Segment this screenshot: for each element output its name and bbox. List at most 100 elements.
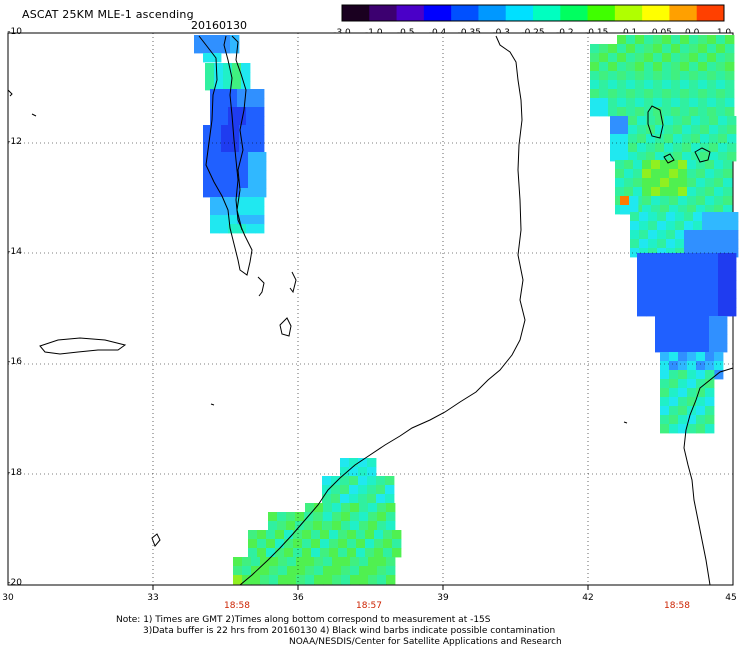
wind-cell: [268, 512, 278, 522]
wind-cell: [347, 548, 357, 558]
wind-cell: [313, 521, 323, 531]
wind-cell: [675, 230, 685, 240]
wind-cell: [669, 196, 679, 206]
wind-cell: [682, 125, 692, 135]
wind-cell: [709, 289, 719, 299]
wind-cell: [626, 53, 636, 63]
wind-cell: [599, 98, 609, 108]
wind-cell: [624, 187, 634, 197]
wind-cell: [350, 512, 360, 522]
wind-cell: [365, 548, 375, 558]
wind-cell: [729, 212, 739, 222]
wind-cell: [203, 179, 213, 189]
wind-cell: [705, 397, 715, 407]
wind-cell: [655, 134, 665, 144]
wind-cell: [269, 575, 279, 585]
wind-cell: [323, 566, 333, 576]
colorbar-segment: [342, 5, 370, 21]
pass-time-label: 18:58: [224, 601, 250, 611]
wind-cell: [341, 503, 351, 513]
colorbar-segment: [423, 5, 452, 21]
wind-cell: [698, 35, 708, 45]
wind-cell: [248, 539, 258, 549]
wind-cell: [718, 289, 728, 299]
wind-cell: [705, 205, 715, 215]
wind-cell: [642, 196, 652, 206]
wind-cell: [377, 575, 387, 585]
wind-cell: [341, 575, 351, 585]
wind-cell: [664, 334, 674, 344]
wind-cell: [725, 80, 735, 90]
wind-cell: [365, 539, 375, 549]
wind-cell: [646, 125, 656, 135]
wind-cell: [655, 125, 665, 135]
wind-cell: [705, 160, 715, 170]
wind-cell: [691, 134, 701, 144]
wind-cell: [320, 530, 330, 540]
wind-cell: [682, 325, 692, 335]
wind-cell: [340, 458, 350, 468]
wind-cell: [664, 271, 674, 281]
wind-cell: [590, 71, 600, 81]
wind-cell: [725, 98, 735, 108]
wind-cell: [284, 530, 294, 540]
wind-cell: [239, 179, 249, 189]
wind-cell: [212, 134, 222, 144]
wind-cell: [664, 343, 674, 353]
wind-cell: [266, 539, 276, 549]
wind-cell: [277, 512, 287, 522]
wind-cell: [644, 53, 654, 63]
wind-cell: [260, 566, 270, 576]
wind-cell: [287, 575, 297, 585]
small-lake-7: [210, 403, 215, 406]
wind-cell: [696, 196, 706, 206]
wind-cell: [696, 388, 706, 398]
wind-cell: [664, 253, 674, 263]
wind-cell: [628, 125, 638, 135]
wind-cell: [682, 271, 692, 281]
malawi-east-shore: [231, 35, 247, 231]
small-lake-2: [289, 271, 297, 294]
wind-cell: [705, 361, 715, 371]
wind-cell: [332, 521, 342, 531]
wind-cell: [248, 530, 258, 540]
wind-cell: [639, 221, 649, 231]
wind-cell: [314, 557, 324, 567]
wind-cell: [637, 271, 647, 281]
wind-cell: [718, 334, 728, 344]
wind-cell: [718, 262, 728, 272]
wind-cell: [255, 116, 265, 126]
wind-cell: [210, 116, 220, 126]
wind-cell: [260, 557, 270, 567]
colorbar-outline: [341, 4, 725, 22]
wind-cell: [257, 152, 267, 162]
wind-cell: [228, 215, 238, 225]
wind-cell: [617, 89, 627, 99]
wind-cell: [655, 116, 665, 126]
wind-cell: [635, 53, 645, 63]
wind-cell: [648, 212, 658, 222]
wind-cell: [707, 44, 717, 54]
wind-cell: [687, 178, 697, 188]
wind-cell: [221, 179, 231, 189]
wind-cell: [383, 530, 393, 540]
wind-cell: [617, 107, 627, 117]
colorbar-segment: [696, 5, 725, 21]
wind-cell: [624, 160, 634, 170]
wind-cell: [619, 134, 629, 144]
wind-cell: [251, 575, 261, 585]
wind-cell: [707, 62, 717, 72]
wind-cell: [332, 557, 342, 567]
wind-cell: [709, 334, 719, 344]
wind-cell: [680, 53, 690, 63]
wind-cell: [660, 424, 670, 434]
wind-cell: [626, 107, 636, 117]
wind-cell: [680, 62, 690, 72]
wind-cell: [691, 316, 701, 326]
wind-cell: [702, 221, 712, 231]
wind-cell: [266, 530, 276, 540]
wind-cell: [729, 221, 739, 231]
wind-cell: [356, 530, 366, 540]
wind-cell: [311, 548, 321, 558]
wind-cell: [248, 134, 258, 144]
